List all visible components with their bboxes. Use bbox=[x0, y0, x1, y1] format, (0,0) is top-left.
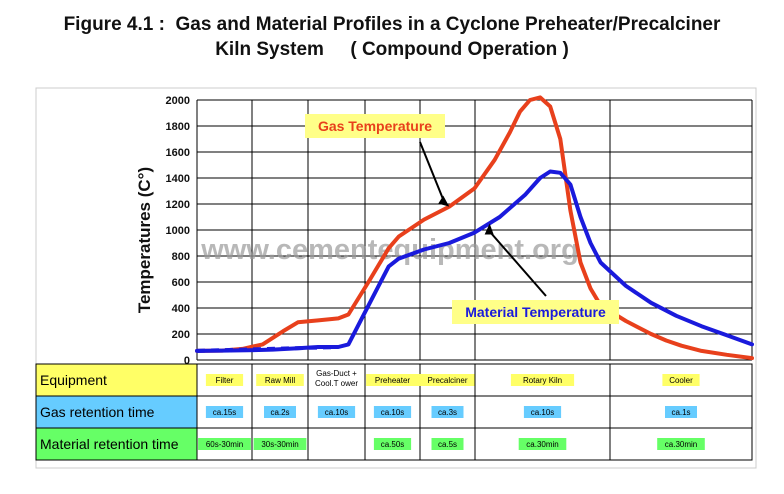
annotations: Gas Temperature Material Temperature bbox=[305, 114, 619, 324]
material-label-box bbox=[452, 300, 619, 324]
table-chip-gas-6 bbox=[665, 406, 697, 418]
table-row-header-2: Material retention time bbox=[40, 436, 179, 452]
gas-label-text: Gas Temperature bbox=[318, 118, 432, 134]
table-text-equipment-0: Filter bbox=[216, 376, 234, 385]
table-chip-gas-1 bbox=[264, 406, 296, 418]
table-text-equipment-1: Raw Mill bbox=[265, 376, 295, 385]
table-text-gas-1: ca.2s bbox=[270, 408, 289, 417]
table-chip-equipment-6 bbox=[662, 374, 700, 386]
y-tick-label-200: 200 bbox=[172, 329, 190, 341]
table-text-gas-6: ca.1s bbox=[671, 408, 690, 417]
table-text-equipment-3: Preheater bbox=[375, 376, 410, 385]
table-chip-equipment-0 bbox=[205, 374, 244, 386]
table-chip-equipment-5 bbox=[510, 374, 575, 386]
table-text-gas-5: ca.10s bbox=[531, 408, 555, 417]
table-chip-equipment-3 bbox=[366, 374, 419, 386]
series-line-gas bbox=[195, 95, 754, 361]
table-text-equipment-6: Cooler bbox=[669, 376, 693, 385]
table-text-material-1: 30s-30min bbox=[261, 440, 298, 449]
y-tick-label-0: 0 bbox=[184, 355, 190, 367]
y-tick-label-1600: 1600 bbox=[166, 147, 190, 159]
table-chip-material-1 bbox=[253, 438, 307, 450]
table-text-equipment-5: Rotary Kiln bbox=[523, 376, 562, 385]
y-tick-label-2000: 2000 bbox=[166, 95, 190, 107]
table-row-header-0: Equipment bbox=[40, 372, 107, 388]
chart-title-line1: Figure 4.1 : Gas and Material Profiles i… bbox=[63, 14, 721, 35]
table-row-header-cell-1 bbox=[35, 395, 198, 429]
y-ticks: 0 200 400 600 800 1000 1200 1400 1600 1800 2000 bbox=[166, 95, 190, 367]
series-layer bbox=[195, 95, 754, 361]
table-text-gas-0: ca.15s bbox=[213, 408, 237, 417]
table-text-material-5: ca.30min bbox=[526, 440, 558, 449]
table-cell-material-2 bbox=[307, 427, 366, 461]
table-chip-material-0 bbox=[198, 438, 251, 450]
gas-label-box bbox=[305, 114, 445, 138]
table-chip-equipment-4 bbox=[415, 374, 480, 386]
table-text-equipment-2-a: Gas-Duct + bbox=[316, 369, 357, 378]
gas-arrow-line bbox=[419, 141, 447, 205]
table-chip-equipment-1 bbox=[256, 374, 304, 386]
table-chip-material-6 bbox=[657, 438, 705, 450]
table-chip-gas-4 bbox=[431, 406, 464, 418]
table-text-equipment-4: Precalciner bbox=[427, 376, 467, 385]
table-chip-material-3 bbox=[373, 438, 412, 450]
table-text-material-6: ca.30min bbox=[665, 440, 697, 449]
material-arrow-line bbox=[488, 230, 547, 297]
table-chip-gas-0 bbox=[205, 406, 244, 418]
chart-title-line2: Kiln System ( Compound Operation ) bbox=[215, 39, 569, 60]
y-tick-label-1000: 1000 bbox=[166, 225, 190, 237]
table-row-header-cell-0 bbox=[35, 363, 198, 397]
table-text-material-4: ca.5s bbox=[438, 440, 457, 449]
table-cell-gas-5 bbox=[474, 395, 611, 429]
table-cell-gas-6 bbox=[609, 395, 753, 429]
table-row-header-1: Gas retention time bbox=[40, 404, 155, 420]
chart-title: Figure 4.1 : Gas and Material Profiles i… bbox=[0, 12, 784, 62]
table-row-header-cell-2 bbox=[35, 427, 198, 461]
table-text-gas-4: ca.3s bbox=[438, 408, 457, 417]
table-chip-gas-5 bbox=[523, 406, 562, 418]
material-label-text: Material Temperature bbox=[465, 304, 606, 320]
material-arrow-head bbox=[484, 223, 494, 235]
table-text-gas-2: ca.10s bbox=[325, 408, 349, 417]
y-tick-label-1400: 1400 bbox=[166, 173, 190, 185]
y-tick-label-600: 600 bbox=[172, 277, 190, 289]
table-text-equipment-2-b: Cool.T ower bbox=[315, 379, 358, 388]
table-cell-equipment-2 bbox=[307, 363, 366, 397]
table-text-gas-3: ca.10s bbox=[381, 408, 405, 417]
gas-arrow-head bbox=[438, 195, 450, 207]
y-axis-label: Temperatures (C°) bbox=[135, 167, 154, 313]
retention-table: Equipment Gas retention time Material rete… bbox=[35, 363, 753, 461]
table-chip-gas-3 bbox=[373, 406, 412, 418]
y-tick-label-1200: 1200 bbox=[166, 199, 190, 211]
table-chip-material-4 bbox=[431, 438, 464, 450]
table-text-material-3: ca.50s bbox=[381, 440, 405, 449]
table-chip-gas-2 bbox=[317, 406, 356, 418]
y-tick-label-800: 800 bbox=[172, 251, 190, 263]
y-tick-label-1800: 1800 bbox=[166, 121, 190, 133]
table-text-material-0: 60s-30min bbox=[206, 440, 243, 449]
y-tick-label-400: 400 bbox=[172, 303, 190, 315]
table-chip-material-5 bbox=[518, 438, 567, 450]
series-material-dashed-segment bbox=[196, 345, 339, 353]
